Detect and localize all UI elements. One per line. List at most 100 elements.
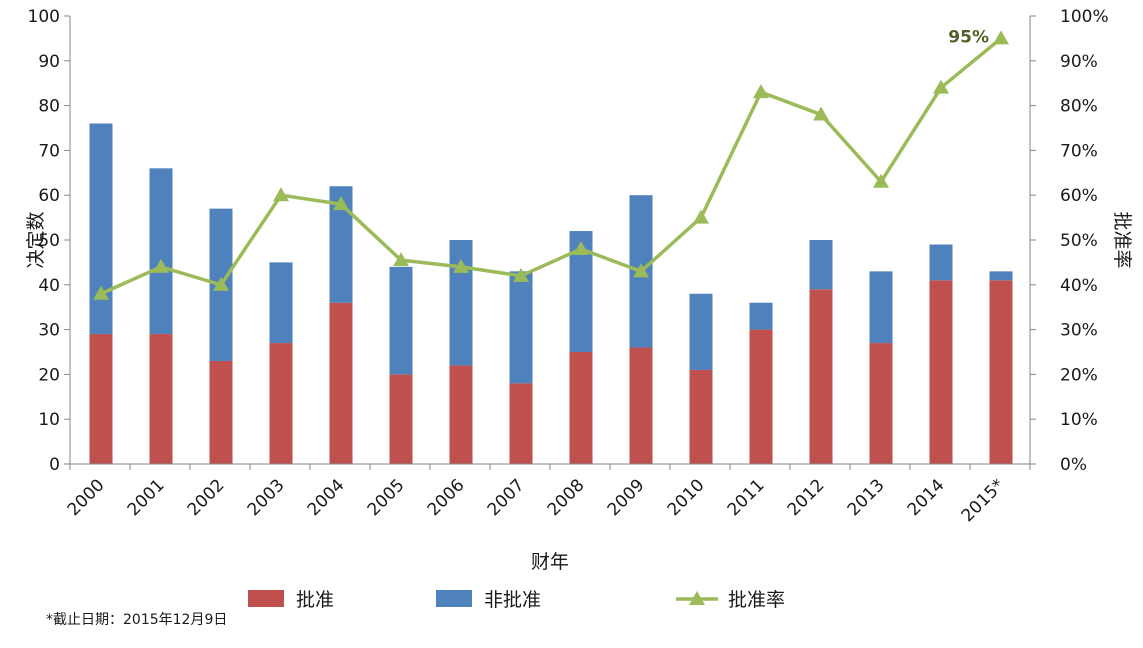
x-tick-label-7: 2007: [484, 475, 529, 520]
y2-ticks: 0% 10% 20% 30% 40% 50% 60% 70% 80% 90% 100%: [1030, 7, 1109, 475]
x-tick-label-13: 2013: [844, 475, 889, 520]
x-tick-label-1: 2001: [124, 475, 169, 520]
bar-approved-8: [569, 352, 593, 464]
x-tick-label-12: 2012: [784, 475, 829, 520]
bar-approved-3: [269, 343, 293, 464]
rate-marker-0: [93, 285, 109, 300]
rate-marker-11: [753, 84, 769, 99]
y2-axis-title: 批准率: [1111, 211, 1133, 268]
footnote: *截止日期：2015年12月9日: [46, 612, 227, 628]
rate-marker-9: [633, 263, 649, 278]
bar-approved-1: [149, 334, 173, 464]
bar-not-approved-12: [809, 240, 833, 290]
rate-marker-5: [393, 252, 409, 267]
rate-marker-3: [273, 187, 289, 202]
y-axis-title: 决定数: [25, 211, 47, 268]
y2-tick-label-7: 70%: [1060, 141, 1098, 161]
bar-approved-12: [809, 289, 833, 464]
bar-not-approved-14: [929, 244, 953, 281]
y-tick-label-7: 70: [38, 141, 60, 161]
rate-marker-7: [513, 267, 529, 282]
x-tick-label-9: 2009: [604, 475, 649, 520]
y2-tick-label-0: 0%: [1060, 455, 1087, 475]
line-layer: [100, 37, 1003, 296]
rate-marker-12: [813, 106, 829, 121]
bar-approved-7: [509, 383, 533, 464]
rate-marker-8: [573, 240, 589, 255]
bar-not-approved-1: [149, 168, 173, 335]
rate-marker-4: [333, 196, 349, 211]
y2-tick-label-4: 40%: [1060, 276, 1098, 296]
bar-not-approved-6: [449, 240, 473, 366]
rate-markers: [93, 30, 1009, 300]
bar-not-approved-5: [389, 266, 413, 375]
x-tick-label-15: 2015*: [958, 475, 1009, 526]
peak-annotation: 95%: [948, 27, 989, 47]
legend: 批准 非批准 批准率: [248, 589, 785, 611]
y2-tick-label-6: 60%: [1060, 186, 1098, 206]
legend-marker-rate: [689, 591, 705, 605]
bar-not-approved-7: [509, 271, 533, 384]
x-tick-label-8: 2008: [544, 475, 589, 520]
rate-marker-14: [933, 79, 949, 94]
y2-tick-label-10: 100%: [1060, 7, 1109, 27]
rate-marker-10: [693, 209, 709, 224]
bar-approved-0: [89, 334, 113, 464]
bar-approved-13: [869, 343, 893, 464]
bar-approved-5: [389, 374, 413, 464]
x-ticks: 2000 2001 2002 2003 2004 2005 2006 2007 2008 2009…: [64, 464, 1031, 526]
x-tick-label-14: 2014: [904, 475, 949, 520]
bar-approved-9: [629, 347, 653, 464]
y2-tick-label-8: 80%: [1060, 97, 1098, 117]
bar-approved-6: [449, 365, 473, 464]
y2-tick-label-5: 50%: [1060, 231, 1098, 251]
y2-tick-label-2: 20%: [1060, 365, 1098, 385]
y-tick-label-1: 10: [38, 410, 60, 430]
y-tick-label-6: 60: [38, 186, 60, 206]
rate-marker-1: [153, 258, 169, 273]
x-tick-label-3: 2003: [244, 475, 289, 520]
y-tick-label-9: 90: [38, 52, 60, 72]
bar-not-approved-13: [869, 271, 893, 344]
x-tick-label-10: 2010: [664, 475, 709, 520]
bar-not-approved-8: [569, 231, 593, 352]
rate-marker-2: [213, 276, 229, 291]
y-ticks: 0 10 20 30 40 50 60 70 80 90 100: [28, 7, 70, 475]
rate-line: [100, 37, 1003, 296]
y-tick-label-3: 30: [38, 321, 60, 341]
x-axis-title: 财年: [531, 551, 569, 573]
bar-approved-15: [989, 280, 1013, 464]
y2-tick-label-3: 30%: [1060, 321, 1098, 341]
y-tick-label-8: 80: [38, 97, 60, 117]
x-tick-label-5: 2005: [364, 475, 409, 520]
rate-marker-6: [453, 258, 469, 273]
bar-approved-2: [209, 360, 233, 464]
y-tick-label-5: 50: [38, 231, 60, 251]
y-tick-label-2: 20: [38, 365, 60, 385]
bar-not-approved-4: [329, 186, 353, 303]
y2-tick-label-9: 90%: [1060, 52, 1098, 72]
bar-not-approved-10: [689, 293, 713, 370]
bar-not-approved-3: [269, 262, 293, 344]
bar-approved-10: [689, 369, 713, 464]
y-tick-label-0: 0: [49, 455, 60, 475]
bar-approved-11: [749, 329, 773, 464]
legend-label-approved: 批准: [296, 589, 334, 611]
rate-marker-15: [993, 30, 1009, 45]
bar-approved-4: [329, 302, 353, 464]
y-tick-label-10: 100: [28, 7, 60, 27]
y2-tick-label-1: 10%: [1060, 410, 1098, 430]
x-tick-label-2: 2002: [184, 475, 229, 520]
legend-swatch-not-approved: [436, 590, 472, 607]
x-tick-label-6: 2006: [424, 475, 469, 520]
x-tick-label-4: 2004: [304, 475, 349, 520]
bar-not-approved-15: [989, 271, 1013, 281]
rate-marker-13: [873, 173, 889, 188]
bars-layer: [89, 123, 1013, 464]
legend-label-not-approved: 非批准: [484, 589, 541, 611]
x-tick-label-11: 2011: [724, 475, 769, 520]
bar-not-approved-11: [749, 302, 773, 330]
bar-not-approved-0: [89, 123, 113, 335]
